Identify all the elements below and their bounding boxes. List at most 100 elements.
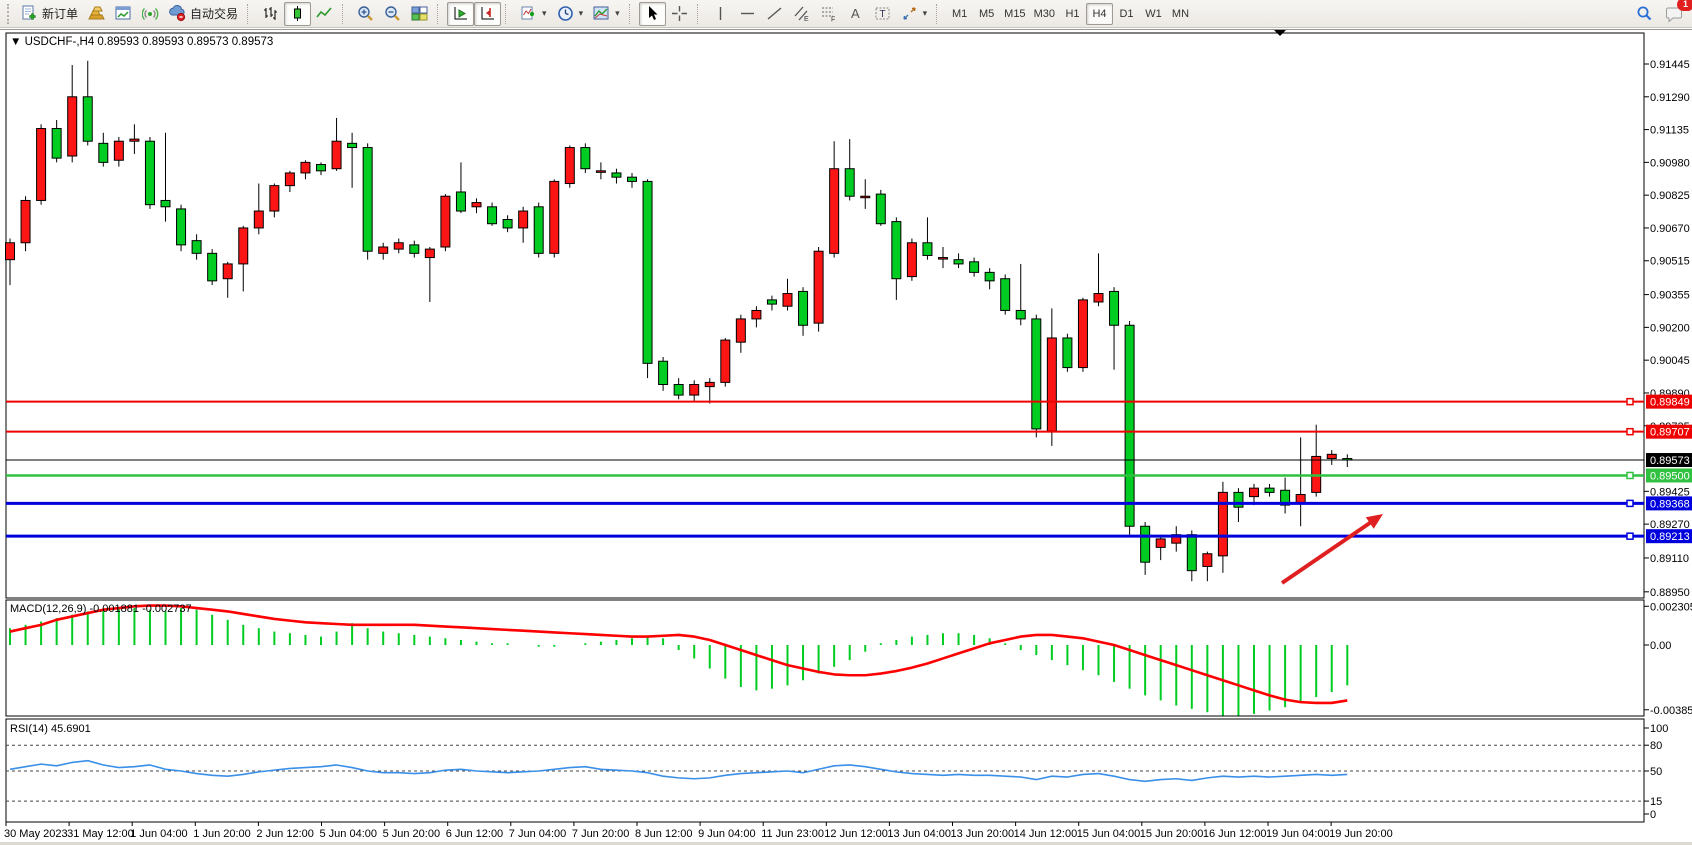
- auto-trading-label: 自动交易: [190, 7, 239, 21]
- timeframe-button-M1[interactable]: M1: [946, 3, 973, 25]
- timeframe-button-M15[interactable]: M15: [1000, 3, 1029, 25]
- gold-ingots-button[interactable]: [83, 2, 110, 26]
- rsi-axis[interactable]: 100 80 50 150: [1644, 723, 1668, 821]
- time-axis[interactable]: 30 May 2023 31 May 12:001 Jun 04:00 1 Jun …: [4, 822, 1393, 840]
- svg-text:13 Jun 04:00: 13 Jun 04:00: [887, 828, 951, 840]
- chart-corner-marker-icon[interactable]: [1274, 30, 1286, 36]
- chart-shift-button[interactable]: [474, 1, 502, 26]
- chart-pane[interactable]: [5, 599, 1645, 717]
- timeframe-button-W1[interactable]: W1: [1140, 3, 1167, 25]
- new-order-button[interactable]: 新订单: [16, 2, 83, 26]
- svg-text:80: 80: [1650, 740, 1662, 752]
- indicators-caret-icon: ▾: [542, 8, 547, 18]
- templates-caret-icon: ▾: [615, 8, 620, 18]
- macd-indicator: [9, 604, 1349, 716]
- toolbar-separator: [936, 3, 942, 24]
- line-handle[interactable]: [1626, 471, 1634, 480]
- zoom-in-button[interactable]: [352, 2, 379, 26]
- timeframe-button-M30[interactable]: M30: [1030, 3, 1059, 25]
- trendline-icon: [767, 7, 782, 20]
- svg-text:0.90045: 0.90045: [1650, 355, 1690, 367]
- chart-shift-icon: [481, 7, 495, 20]
- trend-arrow-annotation[interactable]: [1280, 514, 1383, 585]
- arrows-button[interactable]: ▾: [896, 2, 933, 26]
- cursor-button[interactable]: [638, 1, 666, 26]
- equidistant-channel-button[interactable]: E: [788, 2, 815, 26]
- timeframe-button-H1[interactable]: H1: [1059, 3, 1086, 25]
- text-icon: A: [851, 6, 860, 21]
- tile-windows-button[interactable]: [406, 2, 433, 26]
- clock-icon: [557, 6, 573, 21]
- cursor-icon: [648, 6, 658, 20]
- search-button[interactable]: [1630, 2, 1658, 26]
- chart-window-button[interactable]: [110, 2, 137, 26]
- auto-scroll-button[interactable]: [447, 1, 475, 26]
- svg-text:0.90355: 0.90355: [1650, 290, 1690, 302]
- trendline-button[interactable]: [761, 2, 788, 26]
- bar-chart-button[interactable]: [257, 2, 284, 26]
- timeframe-button-M5[interactable]: M5: [973, 3, 1000, 25]
- chart-pane[interactable]: [5, 32, 1645, 599]
- chart-title: ▼ USDCHF-,H4 0.89593 0.89593 0.89573 0.8…: [10, 36, 273, 48]
- macd-label: MACD(12,26,9) -0.001881 -0.002737: [10, 603, 192, 615]
- zoom-out-icon: [385, 6, 400, 21]
- price-axis[interactable]: 0.91445 0.91290 0.91135 0.90980 0.90825 0.906…: [1644, 59, 1692, 599]
- svg-text:0.91290: 0.91290: [1650, 92, 1690, 104]
- auto-trading-button[interactable]: 自动交易: [164, 2, 243, 26]
- toolbar-separator: [505, 3, 511, 24]
- periods-button[interactable]: ▾: [552, 2, 589, 26]
- timeframe-button-D1[interactable]: D1: [1113, 3, 1140, 25]
- toolbar-grip[interactable]: [7, 3, 13, 24]
- macd-axis[interactable]: 0.002305 0.00 -0.003855: [1644, 601, 1692, 717]
- crosshair-button[interactable]: [666, 2, 693, 26]
- price-tag: 0.89368: [1646, 496, 1692, 511]
- svg-text:16 Jun 12:00: 16 Jun 12:00: [1203, 828, 1267, 840]
- svg-text:5 Jun 20:00: 5 Jun 20:00: [383, 828, 441, 840]
- svg-text:0.91445: 0.91445: [1650, 59, 1690, 71]
- svg-text:5 Jun 04:00: 5 Jun 04:00: [320, 828, 378, 840]
- svg-text:9 Jun 04:00: 9 Jun 04:00: [698, 828, 756, 840]
- line-handle[interactable]: [1626, 532, 1634, 540]
- text-button[interactable]: A: [842, 2, 869, 26]
- line-chart-button[interactable]: [311, 2, 338, 26]
- line-handle[interactable]: [1626, 499, 1634, 508]
- line-handle[interactable]: [1626, 397, 1634, 406]
- toolbar-separator: [247, 3, 253, 24]
- timeframe-button-H4[interactable]: H4: [1085, 2, 1113, 25]
- text-label-button[interactable]: T: [869, 2, 896, 26]
- line-handle[interactable]: [1626, 427, 1634, 436]
- signals-button[interactable]: [137, 2, 164, 26]
- svg-text:15: 15: [1650, 796, 1662, 808]
- toolbar-separator: [437, 3, 443, 24]
- horizontal-line-icon: [740, 12, 754, 15]
- horizontal-line-button[interactable]: [734, 2, 761, 26]
- svg-text:0.89500: 0.89500: [1650, 470, 1690, 482]
- svg-text:0.90200: 0.90200: [1650, 322, 1690, 334]
- indicators-button[interactable]: ▾: [515, 2, 552, 26]
- vertical-line-icon: [719, 7, 721, 20]
- svg-text:F: F: [831, 17, 835, 23]
- notification-badge[interactable]: 1: [1677, 0, 1692, 11]
- timeframe-button-MN[interactable]: MN: [1167, 3, 1194, 25]
- price-tag: 0.89707: [1646, 424, 1692, 439]
- price-tag: 0.89213: [1646, 529, 1692, 544]
- templates-button[interactable]: ▾: [588, 2, 625, 26]
- svg-text:8 Jun 12:00: 8 Jun 12:00: [635, 828, 693, 840]
- auto-trading-icon: [169, 5, 186, 22]
- timeframe-toolbar: M1 M5 M15 M30 H1 H4 D1 W1 MN: [946, 2, 1194, 25]
- toolbar: 新订单 自动交易: [0, 0, 1692, 28]
- svg-text:13 Jun 20:00: 13 Jun 20:00: [951, 828, 1015, 840]
- svg-text:6 Jun 12:00: 6 Jun 12:00: [446, 828, 504, 840]
- svg-text:0.00: 0.00: [1650, 640, 1671, 652]
- candlestick-chart-button[interactable]: [284, 1, 312, 26]
- svg-text:7 Jun 20:00: 7 Jun 20:00: [572, 828, 630, 840]
- svg-text:0.89425: 0.89425: [1650, 486, 1690, 498]
- svg-text:0.90825: 0.90825: [1650, 190, 1690, 202]
- zoom-out-button[interactable]: [379, 2, 406, 26]
- price-tag: 0.89849: [1646, 394, 1692, 409]
- fibonacci-button[interactable]: F: [815, 2, 842, 26]
- vertical-line-button[interactable]: [707, 2, 734, 26]
- crosshair-icon: [671, 6, 687, 21]
- bar-chart-icon: [264, 7, 278, 20]
